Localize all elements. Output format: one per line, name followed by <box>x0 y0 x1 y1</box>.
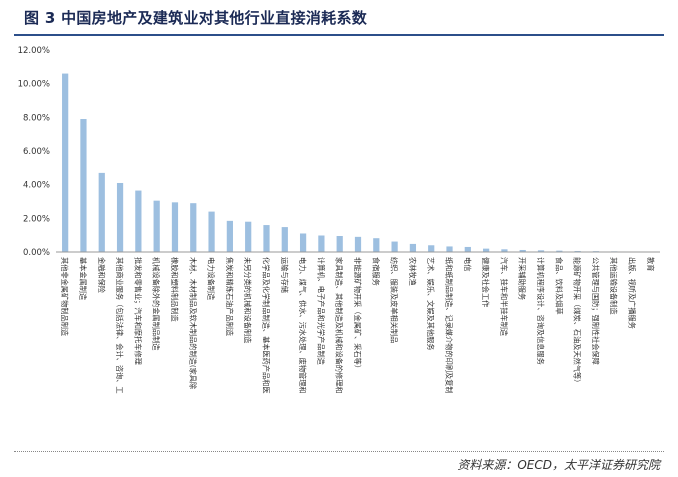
x-tick-label: 能源矿物开采（煤炭、石油及天然气等） <box>573 257 582 386</box>
y-tick-label: 2.00% <box>23 214 50 224</box>
bar <box>501 249 508 252</box>
x-axis-labels: 其他非金属矿物制品制造 基本金属制造 金融和保险 其他商业服务（包括法律、会计、咨询、… <box>60 257 655 394</box>
x-tick-label: 公共管理与国防；强制性社会保障 <box>591 257 600 365</box>
x-tick-label: 艺术、娱乐、文娱及其他服务 <box>426 257 435 350</box>
x-tick-label: 批发和零售业；汽车和摩托车修理 <box>133 257 142 365</box>
bar <box>263 225 270 252</box>
bar <box>446 246 453 252</box>
bar <box>428 245 435 252</box>
x-tick-label: 开采辅助服务 <box>518 257 527 300</box>
x-tick-label: 家具制造、其他制造及机械和设备的修理和 <box>335 257 344 394</box>
y-axis: 0.00% 2.00% 4.00% 6.00% 8.00% 10.00% 12.00% <box>18 46 50 258</box>
x-tick-label: 其他非金属矿物制品制造 <box>60 257 69 336</box>
bar <box>299 233 307 252</box>
bar <box>464 246 471 252</box>
x-tick-label: 计算机程序设计、咨询及信息服务 <box>536 257 545 365</box>
y-tick-label: 8.00% <box>23 113 50 123</box>
bar <box>574 250 581 252</box>
x-tick-label: 未另分类的机械和设备制造 <box>243 257 252 343</box>
y-tick-label: 10.00% <box>18 80 50 90</box>
x-tick-label: 基本金属制造 <box>78 257 87 300</box>
bar <box>354 236 362 252</box>
y-tick-label: 12.00% <box>18 46 50 56</box>
y-tick-label: 6.00% <box>23 147 50 157</box>
y-tick-label: 0.00% <box>23 248 50 258</box>
x-tick-label: 焦炭和精炼石油产品制造 <box>225 257 234 336</box>
bar <box>190 203 197 252</box>
bar <box>245 221 252 252</box>
x-tick-label: 纸和纸制品制造、记录媒介物的印刷及复制 <box>445 257 454 394</box>
x-tick-label: 电力设备制造 <box>207 257 216 300</box>
x-tick-label: 电力、煤气、供水、污水处理、废物管理和 <box>298 257 307 394</box>
bar <box>537 250 545 252</box>
bar <box>153 200 160 252</box>
x-tick-label: 出版、视听及广播服务 <box>628 257 637 329</box>
bar <box>80 119 87 253</box>
x-tick-label: 健康及社会工作 <box>481 257 490 307</box>
x-tick-label: 计算机、电子产品和光学产品制造 <box>316 257 325 365</box>
x-tick-label: 汽车、挂车和半挂车制造 <box>499 257 508 336</box>
x-tick-label: 纺织、服装及皮革相关制品 <box>390 257 399 343</box>
x-tick-label: 教育 <box>646 257 655 271</box>
bar <box>556 250 563 252</box>
bar <box>226 220 233 252</box>
bar <box>391 241 398 252</box>
x-tick-label: 运输与存储 <box>280 257 289 293</box>
bar <box>373 238 380 252</box>
x-tick-label: 食宿服务 <box>371 257 380 286</box>
x-tick-label: 食品、饮料及烟草 <box>554 257 563 315</box>
y-tick-label: 4.00% <box>23 181 50 191</box>
bar <box>519 249 526 252</box>
bar <box>135 190 142 252</box>
x-tick-label: 电信 <box>463 257 472 271</box>
bar <box>336 236 343 252</box>
bar <box>98 172 105 252</box>
bar <box>409 243 417 252</box>
bar <box>116 182 124 252</box>
title-divider <box>14 34 664 36</box>
x-tick-label: 化学品及化学制品制造、基本医药产品和医 <box>261 257 270 394</box>
bar <box>281 227 288 252</box>
bar <box>318 235 325 252</box>
bar <box>483 248 490 252</box>
x-tick-label: 木材、木材制品及软木制品的制造(家具除 <box>188 257 197 389</box>
x-tick-label: 农林牧渔 <box>408 257 417 286</box>
source-note: 资料来源：OECD，太平洋证券研究院 <box>457 458 660 472</box>
x-tick-label: 金融和保险 <box>97 257 106 294</box>
bar-chart: 0.00% 2.00% 4.00% 6.00% 8.00% 10.00% 12.00% 其他… <box>18 46 660 394</box>
bar <box>62 73 69 252</box>
x-tick-label: 机械设备除外的金属制品制造 <box>152 257 161 350</box>
bar <box>171 202 179 252</box>
footer-divider <box>14 451 664 452</box>
figure-title: 图 3 中国房地产及建筑业对其他行业直接消耗系数 <box>24 9 368 27</box>
x-tick-label: 其他商业服务（包括法律、会计、咨询、工 <box>115 257 124 394</box>
x-tick-label: 非能源矿物开采（金属矿、采石等） <box>353 257 362 372</box>
x-tick-label: 其他运输设备制造 <box>609 257 618 315</box>
x-tick-label: 橡胶和塑料制品制造 <box>170 257 179 322</box>
bar <box>208 211 215 252</box>
bars-group <box>62 73 654 253</box>
